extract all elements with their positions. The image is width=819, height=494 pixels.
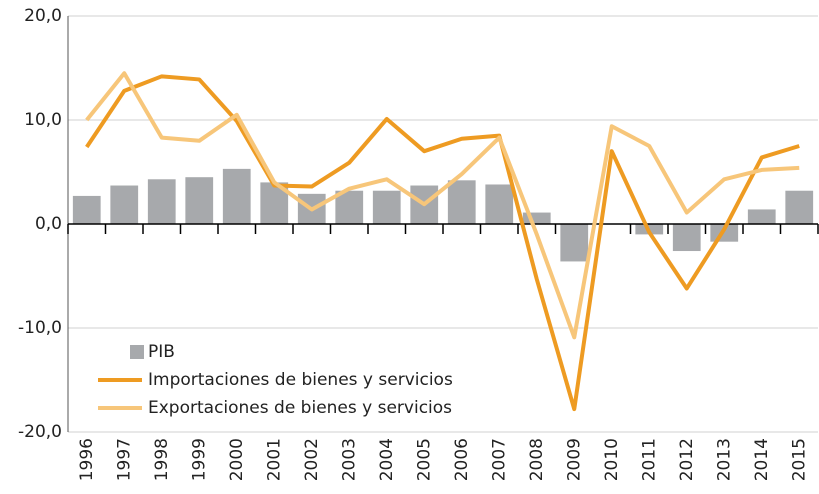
x-tick-label: 2002 bbox=[302, 438, 322, 481]
bar bbox=[785, 190, 814, 224]
bar bbox=[147, 179, 176, 224]
x-tick-label: 2012 bbox=[677, 438, 697, 481]
x-tick-label: 2015 bbox=[789, 438, 809, 481]
bar bbox=[372, 190, 401, 224]
x-tick-label: 2006 bbox=[452, 438, 472, 481]
y-tick-label: 20,0 bbox=[24, 6, 62, 26]
x-tick-label: 2001 bbox=[264, 438, 284, 481]
bar bbox=[222, 168, 251, 224]
bar bbox=[747, 209, 776, 224]
bar bbox=[335, 190, 364, 224]
x-tick-label: 2013 bbox=[714, 438, 734, 481]
x-tick-label: 1996 bbox=[77, 438, 97, 481]
x-tick-label: 2003 bbox=[339, 438, 359, 481]
x-tick-label: 1998 bbox=[152, 438, 172, 481]
x-tick-label: 1999 bbox=[189, 438, 209, 481]
x-tick-label: 2009 bbox=[564, 438, 584, 481]
legend-swatch bbox=[130, 345, 144, 359]
x-tick-label: 1997 bbox=[114, 438, 134, 481]
bar bbox=[522, 212, 551, 224]
x-tick-label: 2010 bbox=[602, 438, 622, 481]
y-tick-label: 10,0 bbox=[24, 110, 62, 130]
bar bbox=[110, 185, 139, 224]
x-tick-label: 2000 bbox=[227, 438, 247, 481]
x-tick-label: 2004 bbox=[377, 438, 397, 481]
legend-label: PIB bbox=[148, 342, 175, 362]
y-tick-label: -10,0 bbox=[18, 318, 62, 338]
x-tick-label: 2008 bbox=[527, 438, 547, 481]
line bbox=[85, 71, 800, 340]
x-tick-label: 2005 bbox=[414, 438, 434, 481]
x-tick-label: 2011 bbox=[639, 438, 659, 481]
bar bbox=[72, 195, 101, 224]
bar bbox=[672, 224, 701, 252]
line bbox=[85, 74, 800, 412]
bar bbox=[185, 177, 214, 224]
x-tick-label: 2014 bbox=[752, 438, 772, 481]
y-tick-label: 0,0 bbox=[35, 214, 62, 234]
bar bbox=[447, 180, 476, 224]
legend-label: Importaciones de bienes y servicios bbox=[148, 370, 453, 390]
bar bbox=[485, 184, 514, 224]
y-tick-label: -20,0 bbox=[18, 422, 62, 442]
x-tick-label: 2007 bbox=[489, 438, 509, 481]
bar bbox=[560, 224, 589, 262]
legend-label: Exportaciones de bienes y servicios bbox=[148, 398, 452, 418]
